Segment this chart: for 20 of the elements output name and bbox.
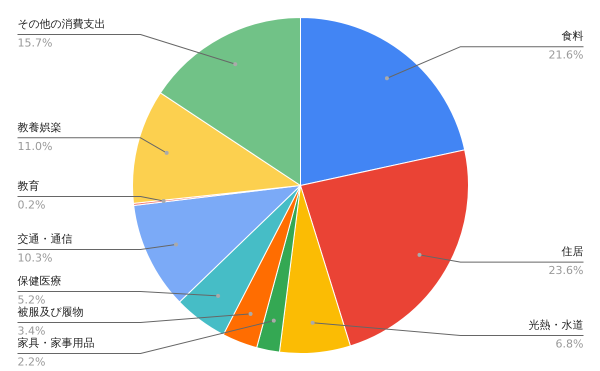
data-label: 10.3% (18, 252, 52, 265)
slice-label: 教育 (18, 179, 40, 192)
data-label: 5.2% (18, 294, 46, 306)
data-label: 6.8% (556, 338, 584, 350)
slice-label: 光熱・水道 (528, 318, 584, 332)
slice-label: その他の消費支出 (18, 18, 106, 30)
slice-label: 食料 (562, 30, 584, 43)
slice-label: 住居 (562, 245, 584, 258)
slice-label: 被服及び履物 (18, 306, 84, 318)
slice-label: 教養娯楽 (18, 120, 62, 134)
slice-label: 家具・家事用品 (18, 336, 94, 350)
data-label: 2.2% (18, 356, 46, 368)
data-label: 0.2% (18, 198, 46, 212)
slice-label: 保健医療 (18, 274, 62, 288)
data-label: 15.7% (18, 36, 52, 50)
data-label: 3.4% (18, 324, 46, 338)
data-label: 11.0% (18, 140, 52, 153)
data-label: 23.6% (548, 264, 584, 278)
slice-label: 交通・通信 (18, 232, 72, 246)
data-label: 21.6% (548, 48, 584, 62)
